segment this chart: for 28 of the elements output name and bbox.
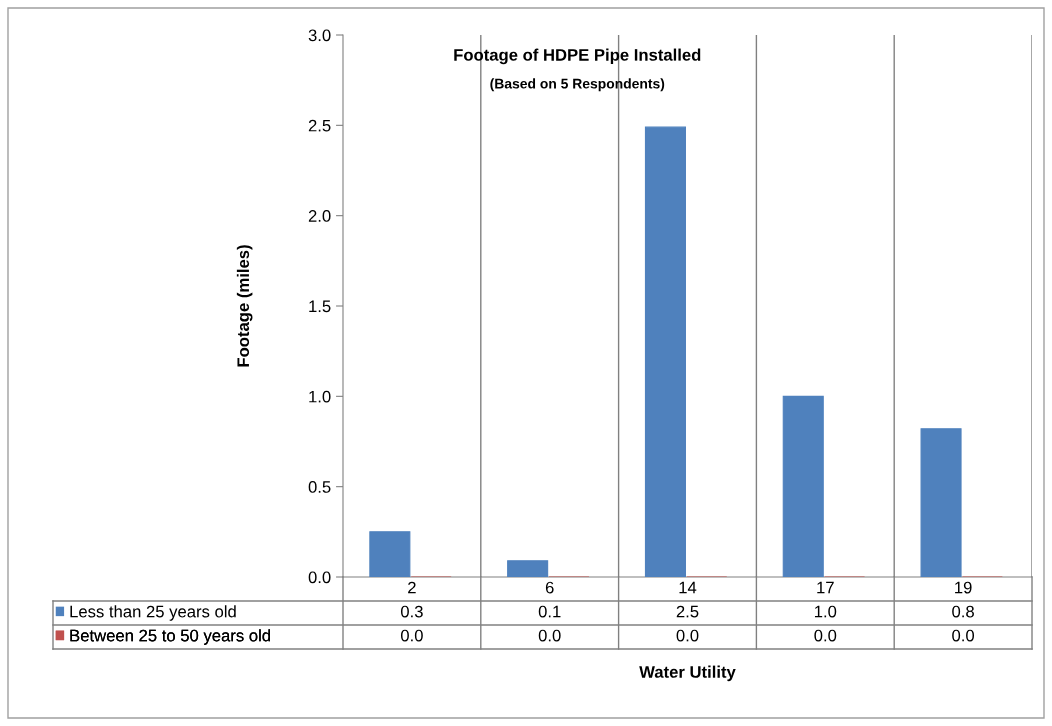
y-axis-title: Footage (miles) [236,245,253,367]
y-tick-label: 3.0 [308,29,331,42]
data-label: 0.1 [538,605,561,618]
x-tick-label: 6 [545,581,554,594]
data-label: 0.8 [952,605,974,618]
y-tick-label: 2.5 [308,119,331,132]
y-tick-label: 1.0 [309,390,331,403]
y-tick-label: 0.0 [308,571,331,584]
x-axis-title: Water Utility [639,665,736,682]
data-label: 0.0 [538,629,561,642]
data-label: 2.5 [676,605,699,618]
data-label: 1.0 [814,605,837,618]
data-label: 0.0 [676,629,699,642]
y-tick-label: 1.5 [309,300,331,313]
data-label: 0.0 [400,629,423,642]
legend-label: Less than 25 years old [70,605,236,621]
legend-label: Between 25 to 50 years old [70,629,270,645]
x-tick-label: 17 [817,581,834,594]
data-label: 0.0 [952,629,975,642]
y-tick-label: 2.0 [308,210,331,222]
text: Footage of HDPE Pipe Installed [454,48,701,65]
data-label: 0.3 [400,605,423,618]
x-tick-label: 19 [955,581,972,594]
text: (Based on 5 Respondents) [490,78,665,92]
x-tick-label: 2 [408,581,416,594]
x-tick-label: 14 [679,581,697,594]
y-tick-label: 0.5 [308,481,331,493]
data-label: 0.0 [814,629,837,642]
